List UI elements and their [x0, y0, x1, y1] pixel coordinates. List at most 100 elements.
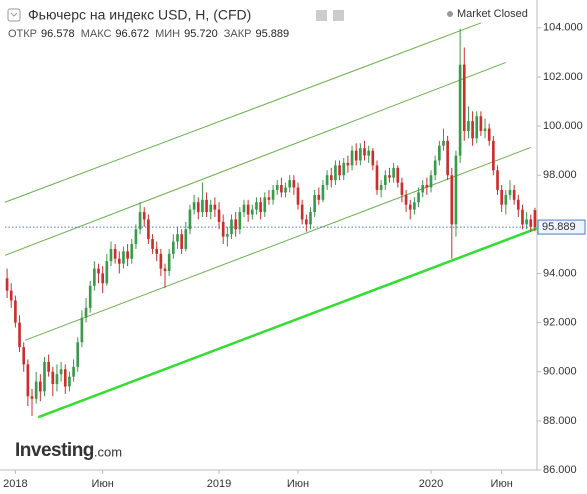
x-tick-label: 2020 [419, 478, 443, 490]
candle-body [63, 369, 67, 387]
ohlc-value: 96.578 [41, 28, 75, 40]
candle-body [130, 244, 134, 259]
x-tick-label: Июн [491, 478, 513, 490]
ohlc-row: ОТКР 96.578 МАКС 96.672 МИН 95.720 ЗАКР 95.889 [8, 28, 289, 40]
last-price-label: 95.889 [542, 221, 576, 233]
candle-body [171, 241, 175, 254]
candle-body [525, 219, 528, 225]
candle-body [483, 128, 487, 131]
candle-body [350, 150, 354, 166]
candle-body [329, 175, 333, 181]
candle-body [84, 307, 88, 318]
market-status: Market Closed [457, 8, 528, 20]
candle-body [487, 128, 491, 141]
y-tick-label: 104.000 [543, 22, 583, 34]
candle-body [234, 219, 238, 230]
candle-body [113, 248, 117, 259]
candle-body [259, 202, 262, 213]
candle-body [14, 300, 17, 323]
trendline [4, 61, 507, 256]
candle-body [93, 268, 96, 286]
candle-body [504, 194, 508, 205]
candle-body [68, 376, 71, 387]
candle-body [371, 150, 375, 166]
candle-body [429, 175, 433, 188]
candle-body [217, 209, 221, 222]
candle-body [209, 204, 213, 213]
y-tick-label: 94.000 [543, 267, 577, 279]
candle-body [317, 194, 321, 200]
candle-body [500, 189, 504, 205]
candle-body [404, 194, 408, 205]
candle-body [26, 364, 30, 397]
candle-body [342, 162, 346, 176]
trendline [24, 146, 531, 341]
candle-body [471, 121, 474, 139]
candle-body [379, 185, 383, 190]
candle-body [437, 145, 441, 161]
candle-body [250, 209, 254, 215]
candle-body [309, 212, 312, 225]
candle-body [304, 219, 308, 225]
ohlc-value: 95.889 [255, 28, 289, 40]
candle-body [529, 219, 533, 227]
y-tick-label: 92.000 [543, 317, 577, 329]
candle-body [159, 253, 163, 269]
candle-body [433, 160, 437, 176]
candle-body [5, 278, 9, 291]
candle-body [43, 361, 46, 392]
candle-body [533, 210, 537, 228]
candle-body [184, 229, 188, 249]
candle-body [417, 192, 420, 203]
candle-body [192, 202, 196, 210]
plot-area [4, 22, 537, 419]
settings-icons[interactable] [316, 10, 344, 21]
candle-body [354, 150, 358, 161]
candle-body [151, 239, 154, 249]
candle-body [230, 219, 233, 235]
candle-body [59, 369, 63, 375]
last-price-box [537, 219, 586, 235]
candle-body [163, 268, 167, 272]
candle-body [267, 197, 271, 200]
candle-body [263, 197, 267, 213]
candle-body [134, 229, 138, 244]
candle-body [51, 371, 55, 385]
candle-body [413, 202, 416, 210]
candle-body [109, 248, 113, 262]
candle-body [313, 194, 316, 213]
candle-body [255, 202, 258, 210]
candle-body [467, 121, 470, 131]
candle-body [38, 381, 42, 392]
candle-body [454, 155, 458, 225]
candle-body [18, 322, 21, 348]
ohlc-value: 95.720 [184, 28, 218, 40]
candle-body [34, 381, 38, 399]
candle-body [292, 180, 296, 188]
candle-body [396, 167, 400, 183]
candle-body [97, 268, 100, 274]
chart-title: Фьючерс на индекс USD, Н, (CFD) [28, 7, 251, 23]
candle-body [201, 199, 204, 213]
candle-body [338, 165, 341, 176]
ohlc-label: ЗАКР [224, 28, 252, 40]
candle-body [167, 253, 171, 272]
x-tick-label: 2018 [3, 478, 27, 490]
candle-body [296, 187, 300, 205]
candle-body [280, 185, 283, 193]
candle-body [450, 175, 454, 225]
y-tick-label: 86.000 [543, 464, 577, 476]
candle-body [226, 234, 229, 237]
candle-body [76, 342, 80, 367]
candle-body [196, 202, 200, 213]
candle-body [122, 251, 125, 264]
candle-body [363, 148, 366, 156]
candle-body [408, 204, 412, 210]
candle-body [479, 116, 483, 131]
ohlc-value: 96.672 [115, 28, 149, 40]
candle-body [30, 396, 34, 399]
candle-body [213, 204, 217, 210]
candle-body [275, 185, 279, 190]
